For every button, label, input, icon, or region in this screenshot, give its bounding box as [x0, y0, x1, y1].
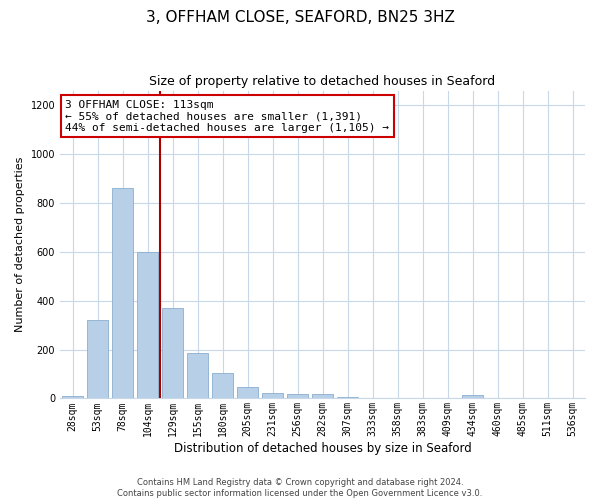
Text: 3 OFFHAM CLOSE: 113sqm
← 55% of detached houses are smaller (1,391)
44% of semi-: 3 OFFHAM CLOSE: 113sqm ← 55% of detached…	[65, 100, 389, 133]
Bar	[187, 353, 208, 399]
Bar	[462, 396, 483, 398]
Bar	[137, 252, 158, 398]
Bar	[337, 397, 358, 398]
Bar	[287, 394, 308, 398]
Text: Contains HM Land Registry data © Crown copyright and database right 2024.
Contai: Contains HM Land Registry data © Crown c…	[118, 478, 482, 498]
Bar	[87, 320, 108, 398]
Bar	[112, 188, 133, 398]
Bar	[262, 393, 283, 398]
Bar	[162, 308, 183, 398]
Text: 3, OFFHAM CLOSE, SEAFORD, BN25 3HZ: 3, OFFHAM CLOSE, SEAFORD, BN25 3HZ	[146, 10, 454, 25]
Title: Size of property relative to detached houses in Seaford: Size of property relative to detached ho…	[149, 75, 496, 88]
X-axis label: Distribution of detached houses by size in Seaford: Distribution of detached houses by size …	[173, 442, 472, 455]
Bar	[62, 396, 83, 398]
Bar	[237, 388, 258, 398]
Bar	[312, 394, 333, 398]
Y-axis label: Number of detached properties: Number of detached properties	[15, 157, 25, 332]
Bar	[212, 373, 233, 398]
